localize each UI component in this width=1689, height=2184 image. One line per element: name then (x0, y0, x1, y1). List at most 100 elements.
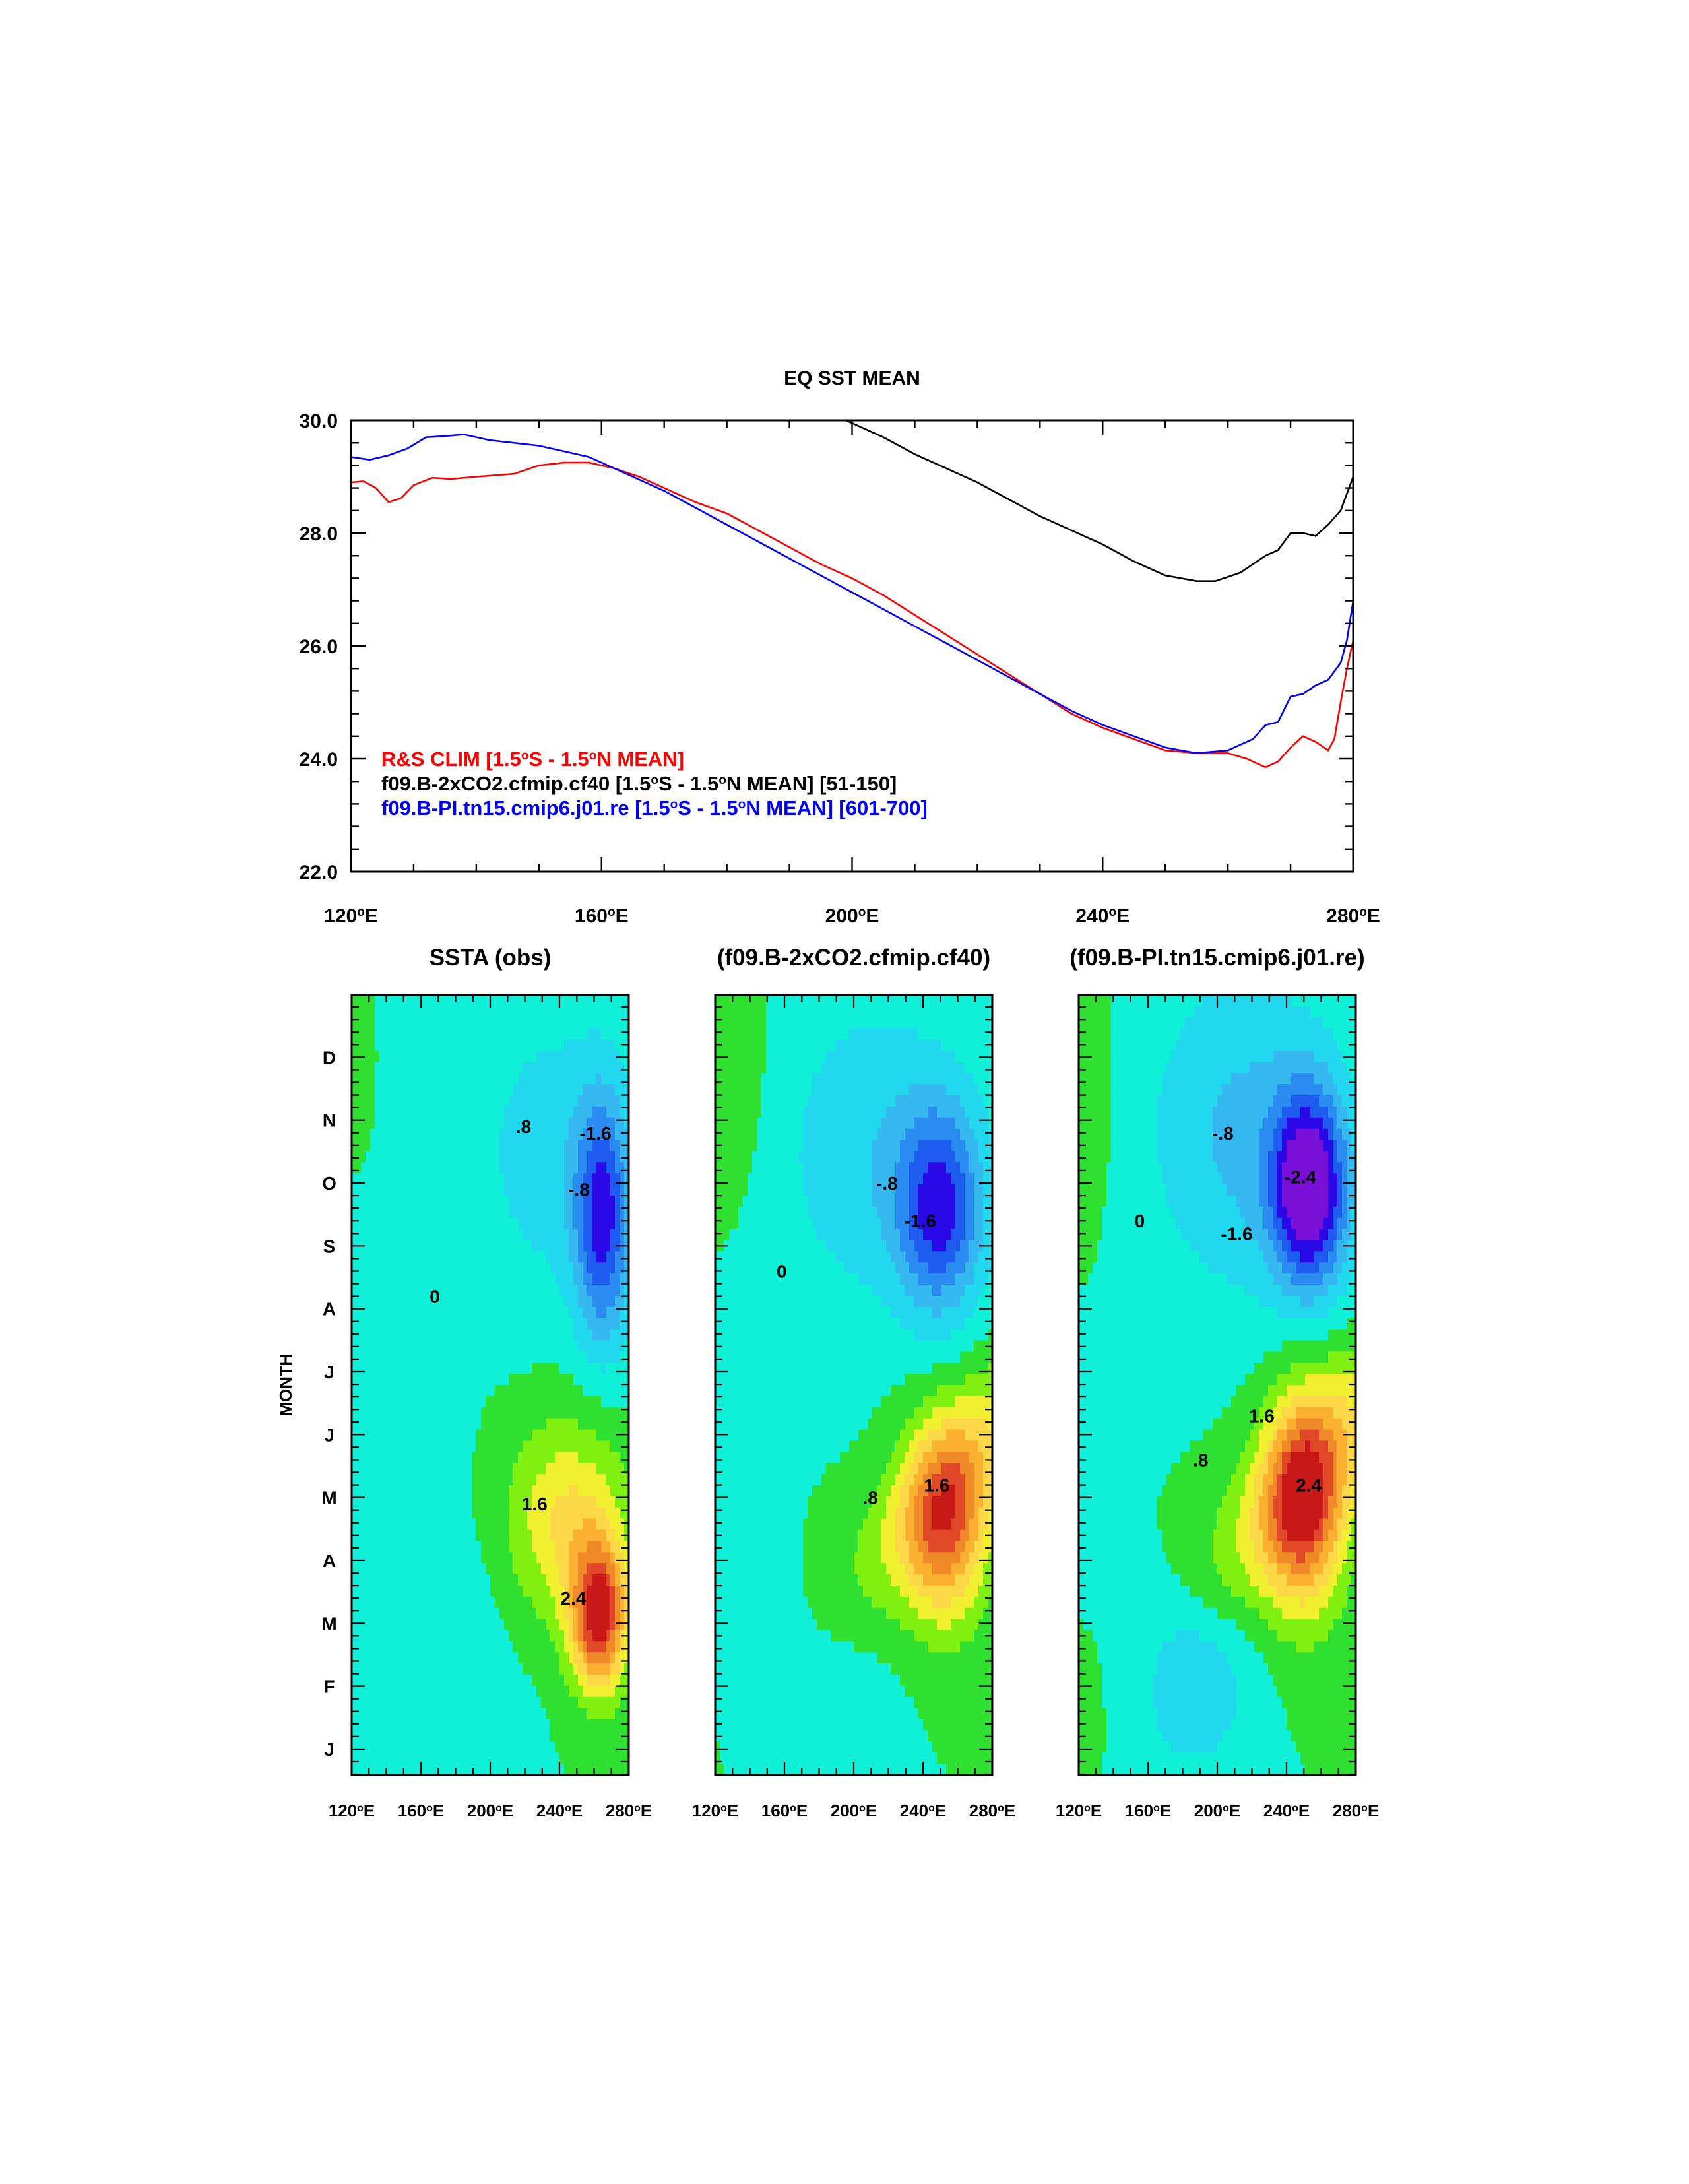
field-cell (513, 1162, 519, 1174)
field-cell (559, 1630, 565, 1642)
field-cell (352, 1062, 357, 1074)
field-cell (366, 1117, 371, 1130)
field-cell (596, 1229, 602, 1241)
field-cell (550, 1128, 556, 1141)
field-cell (416, 1318, 422, 1330)
field-cell (370, 1485, 375, 1497)
field-cell (453, 1541, 459, 1553)
field-cell (532, 1128, 537, 1141)
field-cell (472, 1730, 477, 1742)
field-cell (370, 1329, 375, 1341)
field-cell (541, 1240, 546, 1252)
field-cell (555, 1485, 560, 1497)
field-cell (398, 1329, 403, 1341)
field-cell (620, 1385, 625, 1397)
field-cell (610, 1351, 616, 1363)
field-cell (587, 1151, 592, 1163)
field-cell (546, 1206, 551, 1219)
field-cell (559, 1719, 565, 1731)
field-cell (384, 1396, 389, 1408)
field-cell (583, 1574, 588, 1586)
field-cell (615, 1340, 620, 1352)
field-cell (407, 1474, 412, 1486)
field-cell (978, 1073, 984, 1085)
field-cell (458, 1095, 463, 1107)
field-cell (449, 1764, 454, 1776)
field-cell (601, 1463, 606, 1475)
field-cell (509, 1630, 514, 1642)
field-cell (748, 1073, 753, 1085)
field-cell (624, 1619, 629, 1631)
field-cell (941, 995, 947, 1007)
field-cell (356, 1407, 362, 1419)
field-cell (462, 995, 468, 1007)
field-cell (389, 1229, 394, 1241)
field-cell (583, 1340, 588, 1352)
field-cell (476, 1340, 482, 1352)
field-cell (490, 1184, 495, 1196)
field-cell (352, 1418, 357, 1430)
field-cell (449, 1017, 454, 1029)
field-cell (499, 1285, 505, 1297)
field-cell (356, 1251, 362, 1263)
field-cell (407, 1374, 412, 1386)
field-cell (559, 1452, 565, 1463)
field-cell (734, 1062, 739, 1074)
field-cell (504, 1084, 509, 1096)
field-cell (366, 1552, 371, 1564)
field-cell (573, 1128, 579, 1141)
field-cell (831, 1062, 836, 1074)
field-cell (715, 1028, 720, 1041)
field-cell (624, 1552, 629, 1564)
field-cell (453, 1151, 459, 1163)
field-cell (430, 1106, 435, 1118)
field-cell (872, 1084, 877, 1096)
field-cell (578, 1217, 583, 1230)
field-cell (361, 995, 366, 1007)
field-cell (518, 1675, 523, 1686)
field-cell (352, 1306, 357, 1319)
field-cell (559, 1006, 565, 1018)
field-cell (610, 1741, 616, 1753)
field-cell (509, 1507, 514, 1520)
field-cell (555, 1474, 560, 1486)
field-cell (481, 1541, 486, 1553)
field-cell (453, 1195, 459, 1207)
field-cell (835, 1028, 841, 1041)
field-cell (361, 1128, 366, 1141)
field-cell (601, 1374, 606, 1386)
field-cell (784, 1017, 790, 1029)
field-cell (573, 1607, 579, 1620)
field-cell (490, 1630, 495, 1642)
field-cell (366, 1719, 371, 1731)
field-cell (513, 1652, 519, 1664)
field-cell (559, 1585, 565, 1597)
field-cell (430, 1652, 435, 1664)
field-cell (481, 1518, 486, 1531)
field-cell (541, 1574, 546, 1586)
field-cell (412, 1396, 417, 1408)
field-cell (596, 1262, 602, 1274)
field-cell (495, 1095, 500, 1107)
field-cell (389, 1485, 394, 1497)
field-cell (932, 1006, 938, 1018)
field-cell (601, 1730, 606, 1742)
field-cell (573, 1095, 579, 1107)
field-cell (393, 1062, 398, 1074)
field-cell (495, 1050, 500, 1062)
field-cell (752, 1039, 757, 1052)
field-cell (518, 1641, 523, 1653)
field-cell (606, 1407, 611, 1419)
field-cell (486, 1541, 491, 1553)
field-cell (615, 1507, 620, 1520)
field-cell (573, 1652, 579, 1664)
field-cell (467, 1385, 472, 1397)
field-cell (546, 1529, 551, 1541)
field-cell (375, 1273, 380, 1285)
field-cell (559, 1496, 565, 1508)
field-cell (559, 1162, 565, 1174)
field-cell (352, 1229, 357, 1241)
field-cell (375, 1318, 380, 1330)
field-cell (881, 995, 887, 1007)
field-cell (444, 1619, 449, 1631)
